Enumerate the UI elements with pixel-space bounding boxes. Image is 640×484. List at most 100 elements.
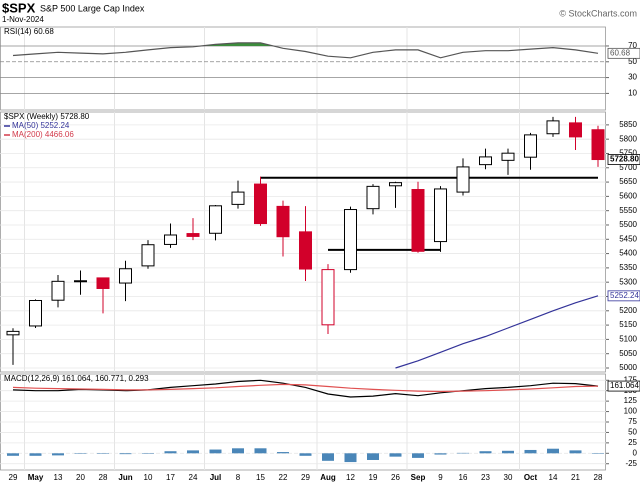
y-tick-label: 5450 — [619, 234, 637, 243]
y-tick-label: 5000 — [619, 363, 637, 372]
histogram-bar — [97, 453, 109, 454]
value-tag — [607, 154, 640, 165]
y-tick-label: 5500 — [619, 220, 637, 229]
candle-body — [254, 183, 267, 225]
candle-body — [546, 120, 560, 135]
y-tick-label: 5700 — [619, 163, 637, 172]
candle-body — [74, 280, 87, 283]
value-tag-label: 5252.24 — [610, 291, 639, 300]
candle-body — [119, 268, 132, 284]
x-tick-label: 9 — [438, 473, 443, 482]
candle-body — [186, 233, 200, 237]
candle-body — [29, 299, 42, 327]
y-tick-label: 5400 — [619, 249, 637, 258]
x-tick-label: 16 — [459, 473, 468, 482]
histogram-bar — [232, 448, 244, 454]
histogram-bar — [367, 453, 379, 460]
x-tick-label: Aug — [320, 473, 336, 482]
y-tick-label: 50 — [628, 428, 637, 437]
credit: © StockCharts.com — [559, 8, 637, 18]
candle-body — [51, 280, 65, 301]
legend-entry: MA(200) 4466.06 — [12, 130, 74, 139]
y-tick-label: -25 — [625, 459, 637, 468]
histogram-bar — [187, 450, 199, 454]
candle-body — [321, 269, 335, 326]
panel-label: MACD(12,26,9) 161.064, 160.771, 0.293 — [4, 374, 149, 383]
y-tick-label: 10 — [628, 89, 637, 98]
x-tick-label: 12 — [346, 473, 355, 482]
candle-body — [344, 209, 357, 271]
rsi-line — [12, 42, 599, 59]
y-tick-label: 5350 — [619, 263, 637, 272]
histogram-bar — [569, 450, 582, 454]
panel-frame — [0, 26, 606, 111]
y-tick-label: 5300 — [619, 277, 637, 286]
x-tick-label: 15 — [256, 473, 265, 482]
y-tick-label: 0 — [633, 448, 638, 457]
y-tick-label: 5750 — [619, 149, 637, 158]
y-tick-label: 5100 — [619, 335, 637, 344]
histogram-bar — [299, 453, 312, 456]
x-tick-label: 13 — [54, 473, 63, 482]
histogram-bar — [592, 453, 604, 454]
value-tag — [607, 47, 640, 59]
y-tick-label: 50 — [628, 57, 637, 66]
moving-average-line — [395, 295, 599, 369]
histogram-bar — [7, 453, 19, 456]
x-tick-label: May — [28, 473, 44, 482]
panel-label: $SPX (Weekly) 5728.80 — [4, 112, 90, 121]
chart-date: 1-Nov-2024 — [2, 15, 44, 24]
histogram-bar — [142, 453, 154, 454]
x-tick-label: 30 — [504, 473, 513, 482]
x-tick-label: 28 — [594, 473, 603, 482]
value-tag — [607, 380, 640, 392]
value-tag-label: 161.064 — [610, 381, 639, 390]
y-tick-label: 5050 — [619, 349, 637, 358]
x-tick-label: 28 — [99, 473, 108, 482]
histogram-bar — [479, 451, 492, 454]
candle-body — [209, 205, 222, 234]
candle-body — [591, 129, 605, 161]
y-tick-label: 5800 — [619, 134, 637, 143]
candle-body — [501, 152, 515, 161]
y-tick-label: 125 — [624, 396, 638, 405]
y-tick-label: 30 — [628, 73, 637, 82]
candle-body — [569, 122, 582, 138]
value-tag — [607, 290, 640, 302]
x-tick-label: 19 — [369, 473, 378, 482]
x-tick-label: 24 — [189, 473, 198, 482]
x-tick-label: 20 — [76, 473, 85, 482]
y-tick-label: 5850 — [619, 120, 637, 129]
histogram-bar — [389, 453, 402, 457]
histogram-bar — [457, 452, 469, 454]
x-tick-label: Oct — [524, 473, 538, 482]
macd-line — [12, 383, 599, 393]
x-tick-label: 8 — [236, 473, 241, 482]
y-tick-label: 5650 — [619, 177, 637, 186]
y-tick-label: 25 — [628, 438, 637, 447]
x-tick-label: 22 — [279, 473, 288, 482]
histogram-bar — [547, 448, 559, 454]
x-tick-label: 10 — [144, 473, 153, 482]
candle-body — [299, 231, 312, 270]
histogram-bar — [412, 453, 424, 458]
candle-body — [276, 205, 290, 238]
y-tick-label: 5550 — [619, 206, 637, 215]
y-tick-label: 5200 — [619, 306, 637, 315]
histogram-bar — [322, 453, 334, 461]
histogram-bar — [344, 453, 357, 463]
histogram-bar — [209, 449, 222, 454]
candle-body — [411, 189, 425, 252]
x-tick-label: 26 — [391, 473, 400, 482]
y-tick-label: 175 — [624, 375, 638, 384]
y-tick-label: 5150 — [619, 320, 637, 329]
candle-body — [524, 134, 537, 158]
x-tick-label: 21 — [571, 473, 580, 482]
candle-body — [479, 156, 492, 166]
candle-body — [6, 330, 20, 336]
candle-body — [96, 277, 110, 289]
histogram-bar — [74, 453, 87, 454]
x-tick-label: 23 — [481, 473, 490, 482]
symbol: $SPX — [2, 0, 36, 15]
